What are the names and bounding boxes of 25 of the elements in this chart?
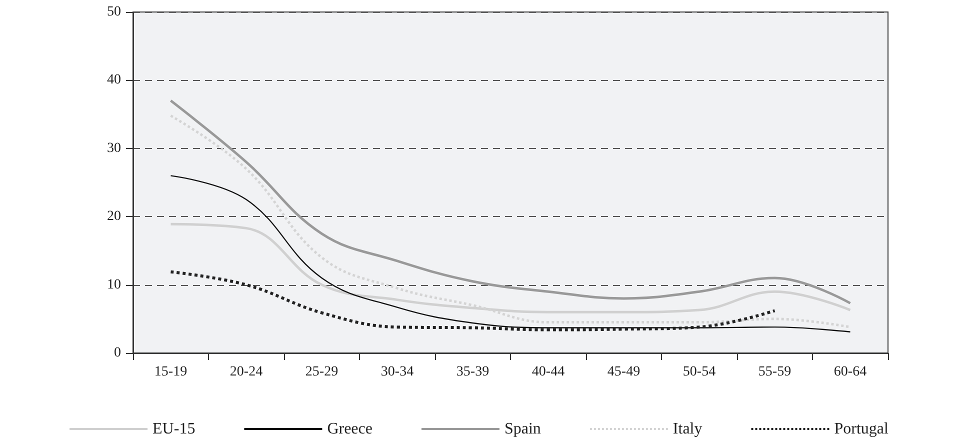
y-tick-label: 30	[107, 140, 121, 156]
line-series	[169, 270, 776, 332]
legend-label: Italy	[672, 420, 702, 438]
line-series	[170, 114, 852, 328]
y-tick-label: 0	[114, 346, 121, 360]
x-tick-label: 15-19	[154, 364, 188, 380]
line-series	[170, 175, 851, 332]
x-tick-label: 40-44	[532, 364, 565, 380]
x-tick-label: 50-54	[682, 364, 716, 380]
x-tick-label: 55-59	[758, 364, 792, 380]
x-tick-label: 30-34	[380, 364, 414, 380]
legend-label: Greece	[327, 420, 372, 438]
line-series	[170, 99, 852, 304]
x-tick-label: 45-49	[607, 364, 640, 380]
y-tick-label: 40	[107, 72, 121, 88]
x-tick-label: 60-64	[834, 364, 867, 380]
legend-label: Spain	[504, 420, 541, 438]
x-tick-label: 20-24	[230, 364, 263, 380]
x-tick-label: 35-39	[456, 364, 490, 380]
y-tick-label: 20	[107, 209, 121, 224]
legend-label: EU-15	[152, 420, 196, 438]
legend-label: Portugal	[834, 420, 890, 438]
y-tick-label: 50	[107, 4, 121, 20]
x-tick-label: 25-29	[305, 364, 338, 380]
y-tick-label: 10	[107, 277, 121, 292]
